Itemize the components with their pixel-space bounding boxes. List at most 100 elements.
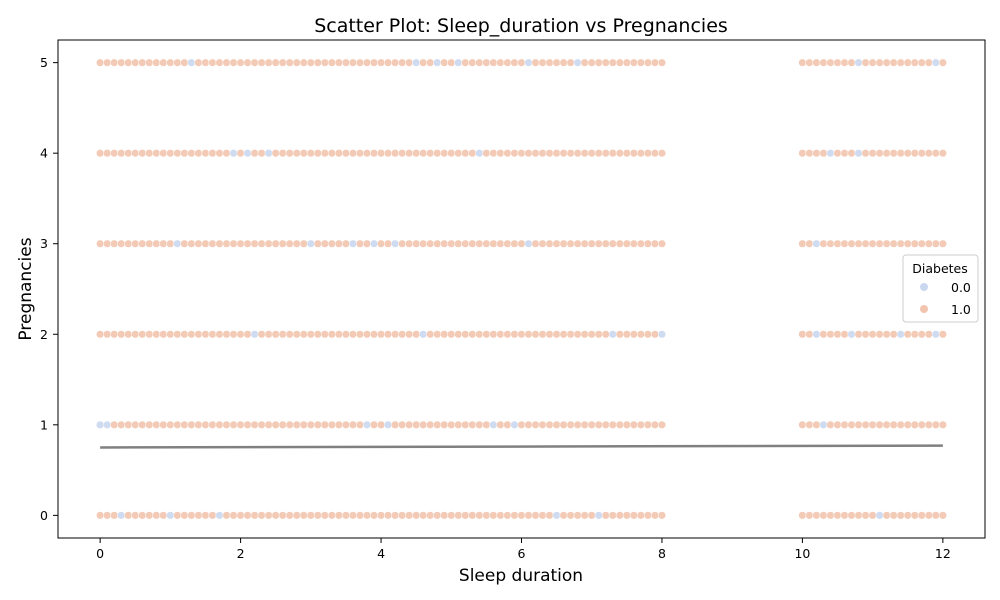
data-point-diabetes-1 xyxy=(334,420,343,429)
data-point-diabetes-1 xyxy=(355,58,365,67)
data-point-diabetes-1 xyxy=(636,239,645,248)
data-point-diabetes-1 xyxy=(601,239,610,248)
data-point-diabetes-1 xyxy=(629,239,638,248)
data-point-diabetes-1 xyxy=(475,58,484,67)
data-point-diabetes-1 xyxy=(847,420,856,429)
data-point-diabetes-1 xyxy=(903,149,912,158)
data-point-diabetes-1 xyxy=(412,149,421,158)
data-point-diabetes-1 xyxy=(377,511,386,520)
data-point-diabetes-1 xyxy=(426,58,435,67)
data-point-diabetes-1 xyxy=(812,149,821,158)
data-point-diabetes-1 xyxy=(615,58,624,67)
data-point-diabetes-1 xyxy=(250,511,259,520)
data-point-diabetes-1 xyxy=(110,511,119,520)
data-point-diabetes-1 xyxy=(419,58,428,67)
x-tick-label: 4 xyxy=(377,546,385,561)
data-point-diabetes-1 xyxy=(917,58,926,67)
data-point-diabetes-1 xyxy=(903,239,912,248)
data-point-diabetes-1 xyxy=(461,58,470,67)
data-point-diabetes-1 xyxy=(348,420,358,429)
data-point-diabetes-0 xyxy=(264,149,273,158)
data-point-diabetes-1 xyxy=(938,511,947,520)
data-point-diabetes-1 xyxy=(243,511,252,520)
data-point-diabetes-1 xyxy=(250,239,259,248)
data-point-diabetes-1 xyxy=(405,239,414,248)
data-point-diabetes-1 xyxy=(812,511,821,520)
data-point-diabetes-1 xyxy=(384,149,393,158)
data-point-diabetes-1 xyxy=(601,149,610,158)
data-point-diabetes-1 xyxy=(580,511,589,520)
data-point-diabetes-0 xyxy=(524,239,533,248)
data-point-diabetes-1 xyxy=(257,330,266,339)
data-point-diabetes-1 xyxy=(426,149,435,158)
data-point-diabetes-1 xyxy=(854,420,863,429)
data-point-diabetes-1 xyxy=(622,511,631,520)
data-point-diabetes-0 xyxy=(433,58,442,67)
data-point-diabetes-1 xyxy=(271,58,280,67)
data-point-diabetes-1 xyxy=(650,58,659,67)
data-point-diabetes-1 xyxy=(180,420,189,429)
data-point-diabetes-1 xyxy=(910,511,919,520)
data-point-diabetes-1 xyxy=(826,330,835,339)
data-point-diabetes-0 xyxy=(229,149,238,158)
data-point-diabetes-1 xyxy=(285,420,294,429)
data-point-diabetes-1 xyxy=(433,330,442,339)
data-point-diabetes-1 xyxy=(552,149,561,158)
data-point-diabetes-1 xyxy=(405,330,414,339)
data-point-diabetes-1 xyxy=(440,149,449,158)
data-point-diabetes-1 xyxy=(201,511,210,520)
data-point-diabetes-1 xyxy=(362,149,372,158)
data-point-diabetes-1 xyxy=(433,511,442,520)
data-point-diabetes-1 xyxy=(215,420,224,429)
data-point-diabetes-1 xyxy=(629,58,638,67)
data-point-diabetes-1 xyxy=(889,420,898,429)
data-point-diabetes-1 xyxy=(538,239,547,248)
x-axis-label: Sleep duration xyxy=(459,566,583,586)
data-point-diabetes-1 xyxy=(334,330,343,339)
data-point-diabetes-1 xyxy=(615,330,624,339)
data-point-diabetes-1 xyxy=(812,58,821,67)
data-point-diabetes-1 xyxy=(559,239,568,248)
data-point-diabetes-1 xyxy=(917,511,926,520)
data-point-diabetes-1 xyxy=(931,149,940,158)
data-point-diabetes-1 xyxy=(629,420,638,429)
data-point-diabetes-1 xyxy=(278,420,287,429)
data-point-diabetes-1 xyxy=(271,239,280,248)
data-point-diabetes-1 xyxy=(159,511,168,520)
data-point-diabetes-1 xyxy=(166,149,175,158)
y-tick-label: 0 xyxy=(40,508,48,523)
data-point-diabetes-1 xyxy=(882,149,891,158)
data-point-diabetes-1 xyxy=(250,149,259,158)
data-point-diabetes-1 xyxy=(110,58,119,67)
data-point-diabetes-1 xyxy=(131,58,140,67)
data-point-diabetes-0 xyxy=(250,330,259,339)
data-point-diabetes-1 xyxy=(861,420,870,429)
data-point-diabetes-1 xyxy=(580,149,589,158)
data-point-diabetes-1 xyxy=(278,330,287,339)
data-point-diabetes-1 xyxy=(215,58,224,67)
data-point-diabetes-1 xyxy=(826,58,835,67)
data-point-diabetes-1 xyxy=(313,58,322,67)
data-point-diabetes-1 xyxy=(384,239,393,248)
data-point-diabetes-1 xyxy=(903,511,912,520)
trend-line xyxy=(100,444,943,449)
data-point-diabetes-1 xyxy=(924,149,933,158)
data-point-diabetes-1 xyxy=(145,149,154,158)
data-point-diabetes-1 xyxy=(608,239,617,248)
data-point-diabetes-1 xyxy=(131,239,140,248)
data-point-diabetes-1 xyxy=(362,330,372,339)
data-point-diabetes-1 xyxy=(320,149,329,158)
data-point-diabetes-1 xyxy=(875,420,884,429)
data-point-diabetes-1 xyxy=(138,511,147,520)
data-point-diabetes-0 xyxy=(306,239,315,248)
data-point-diabetes-1 xyxy=(475,511,484,520)
data-point-diabetes-1 xyxy=(524,149,533,158)
data-point-diabetes-1 xyxy=(369,330,379,339)
data-point-diabetes-0 xyxy=(657,330,667,339)
data-point-diabetes-1 xyxy=(545,330,554,339)
data-point-diabetes-1 xyxy=(805,420,814,429)
data-point-diabetes-1 xyxy=(348,511,358,520)
data-point-diabetes-1 xyxy=(819,149,828,158)
data-point-diabetes-1 xyxy=(299,511,308,520)
